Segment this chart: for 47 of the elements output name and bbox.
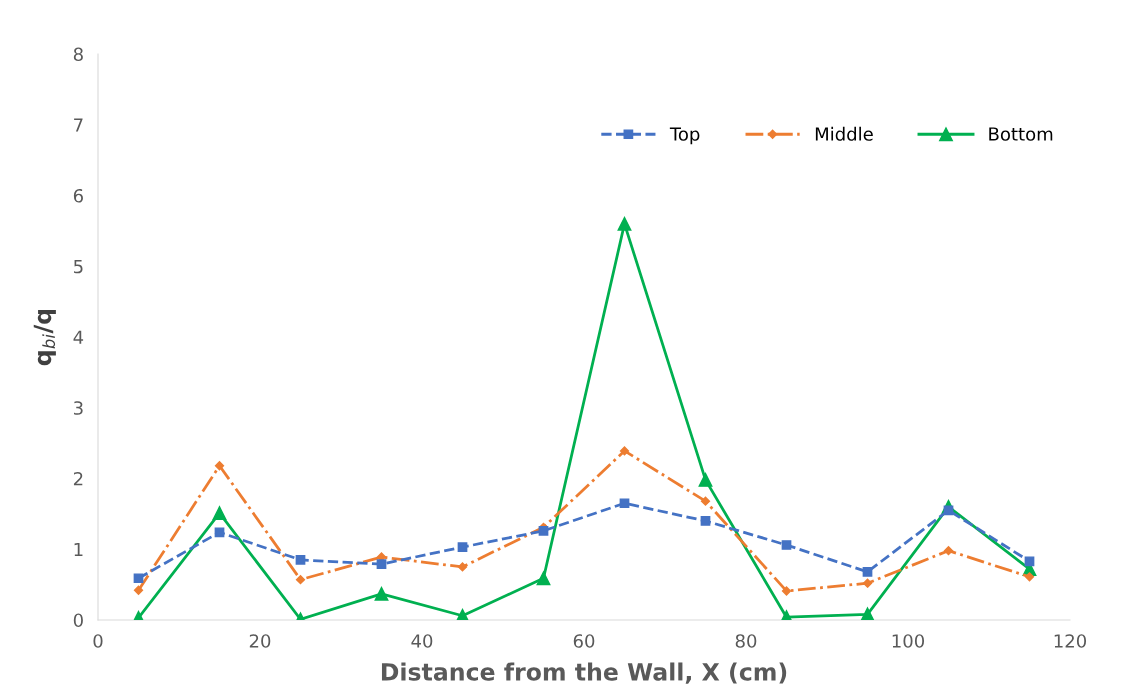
point <box>374 586 389 601</box>
point <box>619 446 630 456</box>
x-tick-label: 60 <box>573 634 595 648</box>
point <box>295 555 306 565</box>
point <box>214 527 225 538</box>
point <box>212 506 227 521</box>
point <box>1024 572 1035 582</box>
point <box>536 571 551 586</box>
y-tick-label: 4 <box>73 330 84 344</box>
x-tick-label: 0 <box>93 634 103 648</box>
x-tick-label: 120 <box>1054 634 1087 648</box>
point <box>781 586 792 596</box>
legend-label: Middle <box>815 126 873 141</box>
point <box>457 562 468 572</box>
point <box>295 575 306 585</box>
point <box>376 559 387 569</box>
x-tick-label: 40 <box>411 634 433 648</box>
point <box>133 573 144 584</box>
y-tick-label: 6 <box>73 188 83 203</box>
point <box>943 505 954 516</box>
point <box>1024 556 1035 567</box>
point <box>781 540 792 550</box>
point <box>700 516 711 526</box>
point <box>133 585 144 595</box>
point <box>700 496 711 506</box>
legend-label: Bottom <box>989 127 1053 141</box>
point <box>214 461 225 471</box>
point <box>862 578 873 588</box>
x-tick-label: 20 <box>249 634 271 648</box>
point <box>619 498 630 509</box>
y-axis-title: q$_{bi}$/q <box>33 309 56 366</box>
point <box>698 472 713 487</box>
point <box>862 567 873 577</box>
x-axis-title: Distance from the Wall, X (cm) <box>381 662 787 684</box>
x-tick-label: 80 <box>735 634 757 648</box>
x-tick-label: 100 <box>892 634 925 648</box>
point <box>457 542 468 552</box>
legend-label: Top <box>669 127 700 145</box>
y-tick-label: 7 <box>74 118 83 132</box>
y-tick-label: 3 <box>74 401 83 415</box>
y-tick-label: 5 <box>74 259 83 274</box>
y-tick-label: 8 <box>73 47 83 62</box>
y-tick-label: 1 <box>74 542 83 557</box>
y-tick-label: 2 <box>73 471 83 486</box>
point <box>617 216 632 231</box>
point <box>943 546 954 556</box>
y-tick-label: 0 <box>73 613 83 628</box>
